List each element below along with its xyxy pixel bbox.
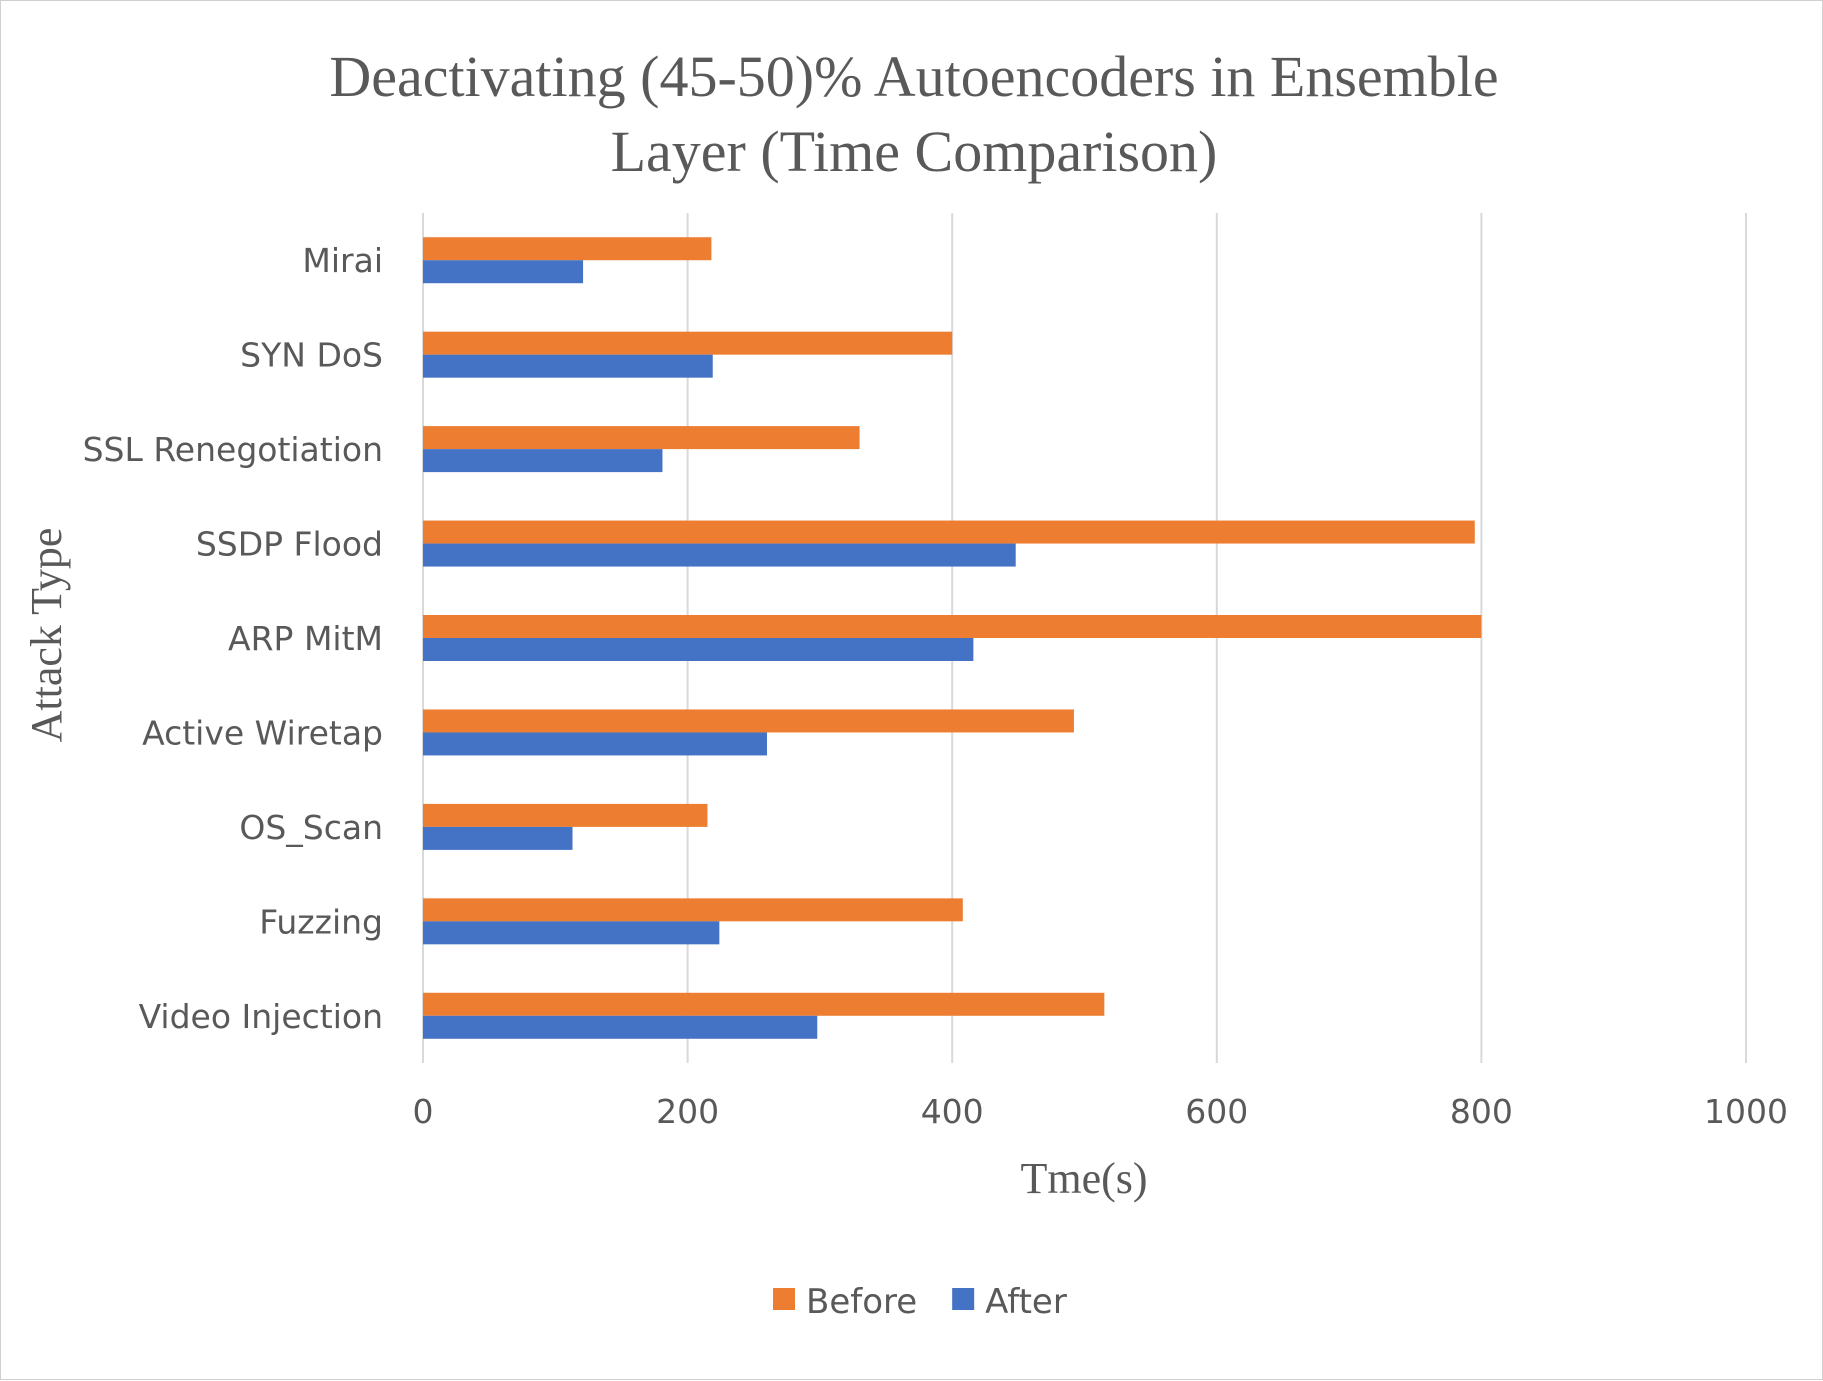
y-tick-label: SYN DoS [240, 336, 383, 375]
y-tick-label: Active Wiretap [142, 713, 383, 752]
bar-after-ssdp-flood [423, 543, 1016, 567]
y-tick-label: Mirai [302, 241, 383, 280]
bar-after-fuzzing [423, 921, 720, 945]
bar-before-mirai [423, 237, 712, 261]
y-tick-label: Video Injection [139, 997, 383, 1036]
chart-title-line-1: Deactivating (45-50)% Autoencoders in En… [329, 44, 1498, 109]
legend-swatch-after [952, 1288, 975, 1310]
bar-before-fuzzing [423, 898, 963, 922]
bar-after-ssl-renegotiation [423, 449, 663, 473]
y-tick-label: ARP MitM [228, 619, 383, 658]
y-tick-label: Fuzzing [259, 902, 383, 941]
x-tick-labels: 0 200 400 600 800 1000 [413, 1092, 1788, 1131]
bar-before-ssdp-flood [423, 520, 1475, 544]
x-tick-label: 800 [1450, 1092, 1513, 1131]
legend: Before After [773, 1282, 1067, 1322]
bar-after-video-injection [423, 1015, 818, 1039]
x-tick-label: 1000 [1704, 1092, 1788, 1131]
bar-before-syn-dos [423, 331, 953, 355]
x-tick-label: 0 [413, 1092, 434, 1131]
y-tick-label: OS_Scan [239, 808, 383, 847]
bar-before-os-scan [423, 803, 708, 827]
y-axis-title: Attack Type [22, 528, 71, 743]
bar-before-ssl-renegotiation [423, 426, 860, 450]
y-tick-label: SSDP Flood [196, 525, 383, 564]
chart-title-line-2: Layer (Time Comparison) [611, 119, 1218, 184]
bar-after-os-scan [423, 826, 573, 850]
y-tick-labels: Mirai SYN DoS SSL Renegotiation SSDP Flood A… [83, 241, 383, 1036]
legend-label-before: Before [806, 1282, 917, 1322]
bars [423, 237, 1482, 1039]
x-tick-label: 600 [1185, 1092, 1248, 1131]
bar-before-video-injection [423, 992, 1105, 1016]
x-tick-label: 400 [921, 1092, 984, 1131]
legend-swatch-before [773, 1288, 795, 1310]
x-axis-title: Tme(s) [1020, 1154, 1147, 1203]
bar-before-arp-mitm [423, 615, 1482, 638]
legend-label-after: After [985, 1282, 1067, 1322]
bar-before-active-wiretap [423, 709, 1074, 733]
y-tick-label: SSL Renegotiation [83, 430, 383, 469]
x-tick-label: 200 [656, 1092, 719, 1131]
bar-after-syn-dos [423, 354, 713, 378]
bar-after-arp-mitm [423, 638, 974, 661]
bar-after-mirai [423, 260, 584, 284]
bar-after-active-wiretap [423, 732, 767, 756]
